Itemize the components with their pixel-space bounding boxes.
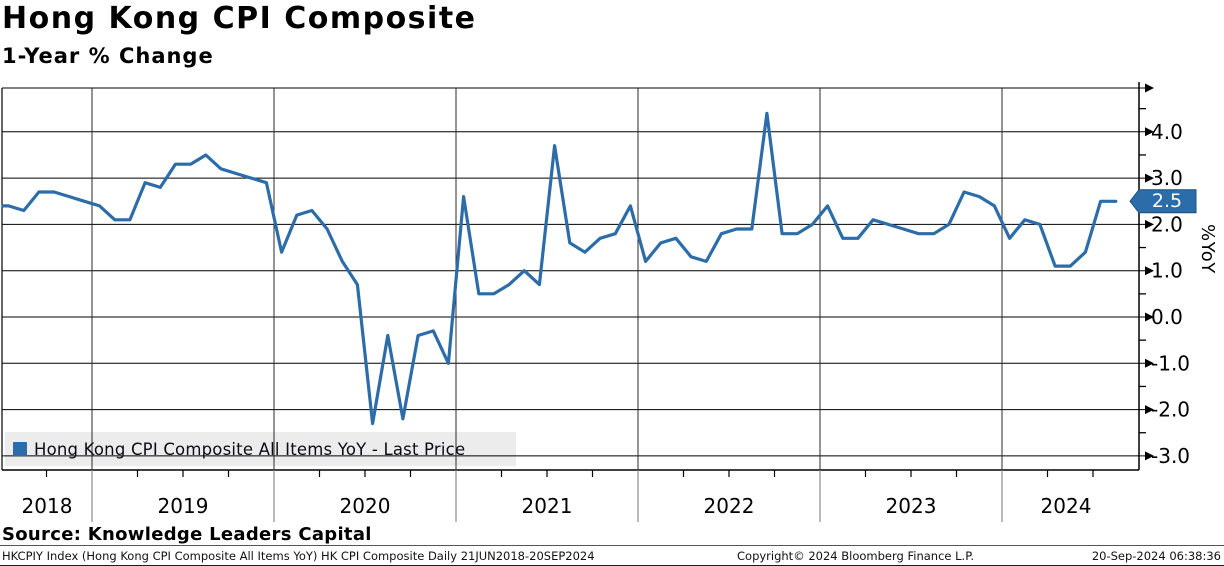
cpi-series-line bbox=[1, 111, 1118, 426]
axis-arrow-icon bbox=[1145, 266, 1154, 276]
axis-arrow-icon bbox=[1145, 173, 1154, 183]
axis-arrow-icon bbox=[1145, 405, 1154, 415]
last-price-tag: 2.5 bbox=[1151, 190, 1183, 212]
footer-timestamp: 20-Sep-2024 06:38:36 bbox=[1091, 549, 1221, 563]
axis-arrow-icon bbox=[1145, 127, 1154, 137]
page-subtitle: 1-Year % Change bbox=[2, 44, 214, 68]
axis-arrow-icon bbox=[1145, 83, 1154, 93]
x-year-label: 2020 bbox=[340, 494, 391, 518]
y-tick-label: -3.0 bbox=[1151, 444, 1190, 468]
legend: Hong Kong CPI Composite All Items YoY - … bbox=[13, 439, 466, 459]
y-tick-label: 3.0 bbox=[1151, 166, 1183, 190]
x-year-label: 2018 bbox=[22, 494, 73, 518]
legend-label: Hong Kong CPI Composite All Items YoY - … bbox=[34, 439, 466, 459]
axis-arrow-icon bbox=[1145, 451, 1154, 461]
y-tick-label: 4.0 bbox=[1151, 120, 1183, 144]
axis-arrow-icon bbox=[1145, 358, 1154, 368]
footer-bar: HKCPIY Index (Hong Kong CPI Composite Al… bbox=[0, 545, 1224, 566]
source-line: Source: Knowledge Leaders Capital bbox=[2, 524, 372, 545]
axis-arrow-icon bbox=[1145, 219, 1154, 229]
footer-copyright: Copyright© 2024 Bloomberg Finance L.P. bbox=[737, 549, 974, 563]
y-tick-label: -1.0 bbox=[1151, 351, 1190, 375]
x-year-label: 2021 bbox=[522, 494, 573, 518]
y-axis-title: %YoY bbox=[1197, 224, 1218, 274]
last-price-tag-shape bbox=[1129, 189, 1197, 214]
page-title: Hong Kong CPI Composite bbox=[2, 1, 477, 36]
x-year-label: 2019 bbox=[158, 494, 209, 518]
y-tick-label: 1.0 bbox=[1151, 259, 1183, 283]
footer-security-info: HKCPIY Index (Hong Kong CPI Composite Al… bbox=[2, 549, 595, 563]
x-year-label: 2024 bbox=[1041, 494, 1092, 518]
x-year-label: 2022 bbox=[704, 494, 755, 518]
legend-background bbox=[5, 432, 516, 466]
cpi-line-chart: 4.0 3.0 2.0 1.0 0.0 -1.0 -2.0 -3.0 2018 2019 2020 2… bbox=[1, 82, 1197, 522]
y-tick-label: 2.0 bbox=[1151, 212, 1183, 236]
y-tick-label: -2.0 bbox=[1151, 398, 1190, 422]
legend-marker-icon bbox=[13, 442, 27, 456]
axis-arrow-icon bbox=[1145, 312, 1154, 322]
y-tick-label: 0.0 bbox=[1151, 305, 1183, 329]
x-year-label: 2023 bbox=[886, 494, 937, 518]
